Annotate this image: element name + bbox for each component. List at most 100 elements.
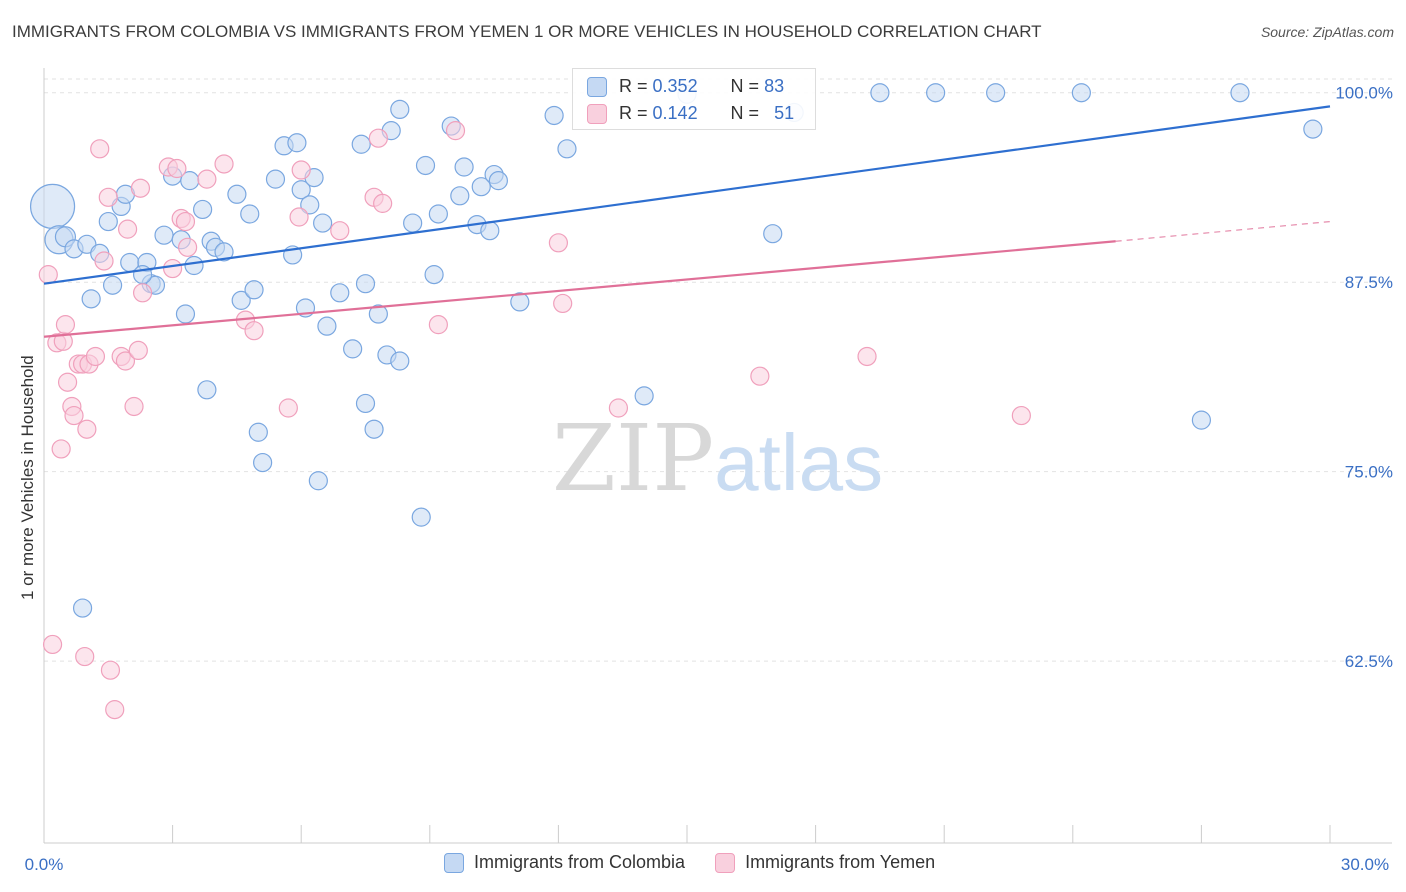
x-tick-label: 0.0%: [25, 855, 64, 874]
yemen-swatch: [715, 852, 736, 873]
yemen-point: [38, 265, 58, 285]
legend-item-yemen: Immigrants from Yemen: [715, 852, 935, 873]
colombia-point: [102, 275, 123, 295]
yemen-point: [57, 372, 78, 392]
yemen-point: [214, 154, 234, 174]
r-label: R =: [619, 76, 648, 96]
colombia-point: [72, 598, 93, 618]
stats-row-yemen: R = 0.142 N = 51: [587, 103, 794, 124]
colombia-point: [450, 186, 470, 206]
y-tick-label: 87.5%: [1345, 273, 1393, 292]
colombia-point: [214, 242, 234, 262]
colombia-point: [454, 157, 474, 177]
yemen-swatch: [587, 103, 607, 124]
watermark-zip: ZIP: [552, 405, 715, 512]
chart-title: IMMIGRANTS FROM COLOMBIA VS IMMIGRANTS F…: [12, 22, 1042, 41]
n-label: N =: [730, 103, 760, 123]
colombia-point: [411, 507, 431, 527]
yemen-point: [51, 439, 71, 459]
colombia-point: [488, 171, 508, 191]
colombia-point: [330, 283, 350, 303]
colombia-point: [308, 471, 328, 491]
colombia-swatch: [587, 76, 607, 97]
yemen-point: [98, 187, 118, 207]
colombia-point: [287, 133, 307, 153]
yemen-point: [175, 211, 196, 232]
colombia-point: [368, 304, 388, 324]
colombia-point: [364, 419, 384, 439]
yemen-point: [291, 160, 311, 180]
colombia-point: [355, 393, 376, 414]
colombia-point: [98, 211, 118, 232]
colombia-point: [231, 290, 251, 310]
legend-item-colombia: Immigrants from Colombia: [444, 852, 685, 873]
yemen-point: [94, 251, 114, 271]
colombia-point: [253, 452, 273, 473]
yemen-point: [428, 315, 448, 335]
yemen-point: [197, 169, 217, 189]
colombia-point: [390, 99, 410, 120]
y-tick-label: 62.5%: [1345, 652, 1393, 671]
yemen-point: [373, 193, 393, 213]
colombia-point: [390, 351, 410, 371]
tick-labels: 62.5% 75.0% 87.5% 100.0% 0.0% 30.0%: [25, 84, 1393, 874]
yemen-point: [90, 139, 110, 159]
n-label: N =: [730, 76, 760, 96]
yemen-point: [75, 646, 95, 667]
n-value: 51: [774, 103, 795, 123]
colombia-point: [227, 184, 247, 204]
colombia-point: [510, 292, 530, 312]
yemen-point: [55, 315, 76, 335]
colombia-point: [634, 386, 654, 406]
colombia-point: [317, 316, 337, 336]
yemen-trend-extension: [1115, 220, 1331, 242]
colombia-point: [1230, 83, 1250, 103]
yemen-point: [85, 346, 106, 367]
yemen-point: [178, 237, 198, 257]
colombia-point: [480, 221, 500, 241]
colombia-point: [403, 213, 423, 233]
colombia-point: [870, 83, 890, 103]
r-label: R =: [619, 103, 648, 123]
trend-lines: [43, 105, 1331, 338]
colombia-swatch: [444, 852, 464, 873]
yemen-point: [368, 128, 388, 148]
colombia-point: [544, 105, 564, 126]
yemen-point: [163, 258, 183, 279]
yemen-point: [445, 121, 466, 141]
yemen-points: [38, 121, 1031, 720]
yemen-point: [548, 233, 569, 253]
stats-legend: R = 0.352 N = 83 R = 0.142 N = 51: [572, 68, 816, 130]
yemen-point: [117, 219, 138, 239]
r-value: 0.142: [652, 103, 698, 123]
chart-source: Source: ZipAtlas.com: [1260, 24, 1394, 40]
colombia-point: [197, 380, 217, 400]
colombia-point: [428, 204, 448, 224]
yemen-point: [750, 366, 770, 386]
y-tick-label: 75.0%: [1345, 463, 1393, 482]
yemen-point: [105, 700, 125, 720]
colombia-trend-line: [43, 105, 1331, 285]
colombia-point: [244, 280, 264, 300]
colombia-point: [248, 422, 268, 442]
colombia-point: [175, 304, 196, 324]
yemen-point: [115, 351, 136, 371]
colombia-point: [193, 199, 213, 220]
yemen-point: [130, 178, 151, 198]
colombia-point: [29, 183, 76, 230]
watermark-atlas: atlas: [714, 418, 884, 507]
colombia-point: [265, 169, 286, 189]
stats-row-colombia: R = 0.352 N = 83: [587, 76, 784, 97]
y-axis-label: 1 or more Vehicles in Household: [18, 355, 37, 600]
yemen-point: [857, 346, 877, 367]
legend-label-colombia: Immigrants from Colombia: [474, 852, 686, 872]
yemen-point: [1011, 405, 1031, 426]
series-legend: Immigrants from Colombia Immigrants from…: [444, 852, 935, 873]
yemen-point: [330, 221, 350, 241]
colombia-point: [763, 224, 783, 244]
colombia-point: [300, 195, 320, 215]
colombia-points: [29, 83, 1323, 618]
colombia-point: [291, 180, 311, 200]
colombia-point: [81, 289, 101, 309]
